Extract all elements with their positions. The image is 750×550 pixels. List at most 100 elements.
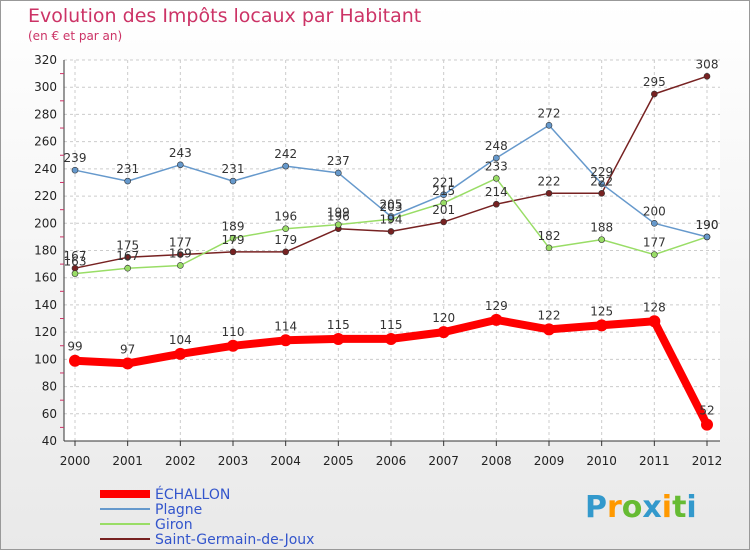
x-tick-label: 2008	[481, 454, 512, 468]
data-label: 115	[380, 318, 403, 332]
data-point	[71, 166, 79, 174]
legend-label: Saint-Germain-de-Joux	[155, 532, 314, 548]
data-label: 215	[432, 184, 455, 198]
data-point	[440, 199, 447, 207]
data-point	[493, 175, 500, 182]
data-point	[177, 251, 184, 258]
data-label: 222	[590, 174, 613, 188]
y-tick-label: 100	[34, 352, 57, 366]
data-label: 239	[64, 151, 87, 165]
data-label: 163	[64, 255, 87, 269]
data-point	[385, 332, 397, 345]
data-label: 175	[116, 238, 139, 252]
data-point	[387, 213, 395, 220]
data-label: 104	[169, 333, 192, 347]
y-tick-label: 200	[34, 216, 57, 230]
data-label: 196	[327, 210, 350, 224]
legend-label: ÉCHALLON	[155, 486, 230, 503]
data-point	[229, 248, 237, 256]
data-point	[229, 177, 237, 185]
data-label: 233	[485, 159, 508, 173]
data-point	[124, 264, 131, 272]
data-label: 182	[538, 229, 561, 243]
data-label: 188	[590, 221, 613, 235]
data-point	[124, 177, 131, 185]
data-label: 128	[643, 300, 666, 314]
data-point	[282, 248, 289, 256]
data-point	[71, 270, 79, 277]
y-tick-label: 300	[34, 80, 57, 94]
data-point	[227, 339, 239, 352]
y-tick-label: 240	[34, 162, 57, 176]
data-point	[703, 233, 711, 241]
data-label: 129	[485, 299, 508, 313]
logo-letter: x	[642, 490, 661, 525]
logo-letter: i	[686, 490, 696, 525]
data-point	[703, 73, 711, 80]
data-label: 125	[590, 304, 613, 318]
data-label: 199	[327, 206, 350, 220]
data-label: 99	[67, 340, 82, 354]
data-label: 205	[380, 197, 403, 211]
data-point	[545, 122, 553, 129]
data-point	[282, 162, 289, 170]
chart-subtitle: (en € et par an)	[28, 29, 122, 43]
grid	[64, 59, 720, 442]
legend-label: Plagne	[155, 502, 202, 518]
data-label: 222	[538, 174, 561, 188]
y-tick-label: 140	[34, 298, 57, 312]
x-tick-label: 2003	[218, 454, 249, 468]
data-point	[229, 234, 237, 242]
data-point	[493, 154, 500, 162]
data-point	[598, 190, 605, 197]
data-point	[437, 326, 450, 339]
data-label: 167	[64, 249, 87, 263]
data-label: 177	[643, 236, 666, 250]
x-tick-label: 2009	[534, 454, 565, 468]
data-label: 52	[699, 404, 714, 418]
data-label: 229	[590, 165, 613, 179]
y-tick-label: 60	[42, 407, 57, 421]
data-point	[651, 251, 658, 258]
data-point	[174, 347, 187, 360]
data-point	[545, 244, 553, 252]
data-label: 201	[432, 203, 455, 217]
data-point	[282, 225, 289, 233]
data-point	[332, 332, 345, 345]
y-tick-label: 260	[34, 135, 57, 149]
data-label: 231	[222, 162, 245, 176]
logo-letter: t	[672, 490, 686, 525]
data-point	[648, 315, 661, 328]
data-label: 189	[222, 219, 245, 233]
data-label: 169	[169, 246, 192, 260]
data-label: 200	[643, 204, 666, 218]
data-point	[490, 313, 503, 326]
data-point	[598, 236, 605, 243]
data-point	[177, 161, 184, 169]
data-label: 190	[696, 218, 719, 232]
data-label: 308	[696, 57, 719, 71]
y-tick-label: 320	[34, 53, 57, 67]
data-label: 190	[696, 218, 719, 232]
data-point	[440, 191, 447, 199]
x-tick-label: 2001	[112, 454, 143, 468]
x-tick-label: 2004	[270, 454, 301, 468]
y-tick-label: 180	[34, 244, 57, 258]
y-tick-label: 160	[34, 271, 57, 285]
data-label: 221	[432, 176, 455, 190]
data-point	[387, 228, 395, 235]
data-point	[279, 334, 292, 347]
logo-letter: o	[622, 490, 643, 525]
data-label: 179	[274, 233, 297, 247]
legend-label: Giron	[155, 517, 193, 533]
data-label: 231	[116, 162, 139, 176]
data-label: 203	[380, 200, 403, 214]
data-label: 295	[643, 75, 666, 89]
data-label: 115	[327, 318, 350, 332]
data-point	[335, 169, 342, 177]
y-tick-label: 280	[34, 107, 57, 121]
data-label: 248	[485, 139, 508, 153]
data-label: 110	[222, 325, 245, 339]
